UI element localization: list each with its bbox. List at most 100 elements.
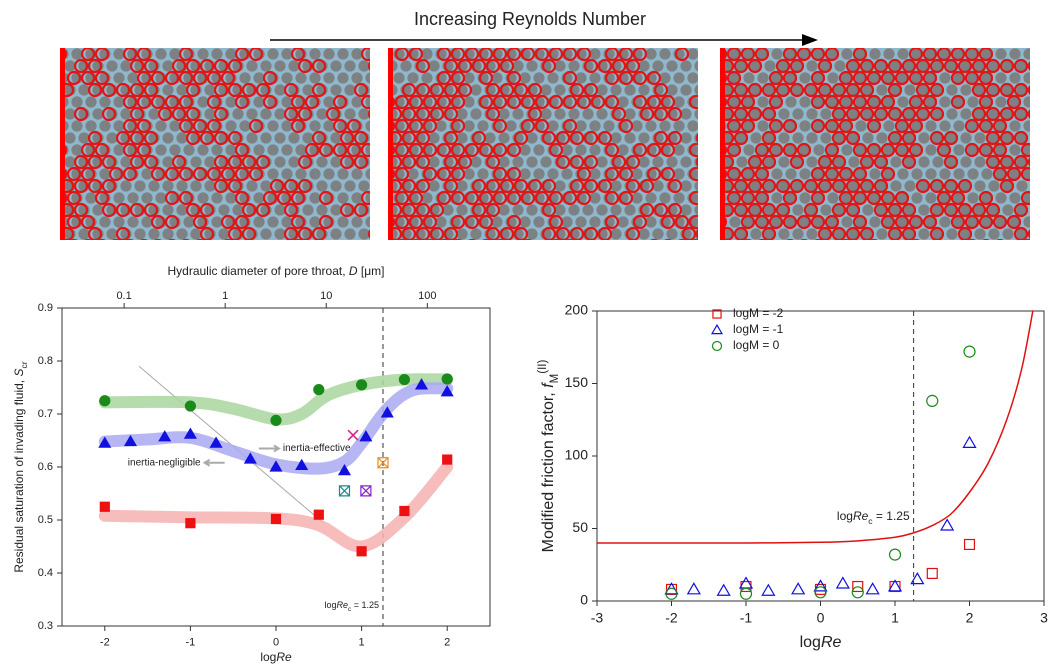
- invaded-pore: [346, 142, 362, 158]
- invaded-pore: [227, 82, 243, 98]
- invaded-pore: [150, 214, 166, 230]
- invaded-pore: [150, 94, 166, 110]
- invaded-pore: [394, 214, 410, 230]
- invaded-pore: [831, 202, 847, 218]
- invaded-pore: [60, 184, 61, 188]
- invaded-pore: [234, 142, 250, 158]
- y-tick-label: 0.6: [38, 461, 53, 473]
- invaded-pore: [929, 106, 945, 122]
- invaded-pore: [604, 94, 620, 110]
- invaded-pore: [754, 190, 770, 206]
- invaded-pore: [733, 130, 749, 146]
- invaded-pore: [206, 166, 222, 182]
- plot-frame: [596, 310, 1045, 602]
- inlet: [388, 48, 393, 240]
- invaded-pore: [115, 226, 131, 240]
- invaded-pore: [140, 238, 148, 240]
- invaded-pore: [234, 48, 250, 62]
- invaded-pore: [768, 118, 784, 134]
- invaded-pore: [234, 94, 250, 110]
- invaded-pore: [604, 70, 620, 86]
- invaded-pore: [1027, 84, 1030, 96]
- point: [851, 586, 864, 599]
- invaded-pore: [740, 214, 756, 230]
- invaded-pore: [485, 154, 501, 170]
- invaded-pore: [499, 226, 515, 240]
- invaded-pore: [122, 48, 138, 62]
- invaded-pore: [485, 202, 501, 218]
- trend-band: [98, 382, 454, 475]
- invaded-pore: [740, 190, 756, 206]
- invaded-pore: [464, 190, 480, 206]
- invaded-pore: [704, 48, 716, 60]
- label-part: (II): [537, 360, 549, 374]
- invaded-pore: [283, 82, 299, 98]
- invaded-pore: [98, 238, 106, 240]
- invaded-pore: [852, 70, 868, 86]
- invaded-pore: [747, 58, 763, 74]
- invaded-pore: [80, 166, 96, 182]
- invaded-pore: [726, 118, 742, 134]
- invaded-pore: [136, 118, 152, 134]
- invaded-pore: [894, 214, 910, 230]
- invaded-pore: [978, 190, 994, 206]
- label-part: c: [348, 606, 352, 613]
- invaded-pore: [768, 214, 784, 230]
- invaded-pore: [866, 94, 882, 110]
- invaded-pore: [950, 190, 966, 206]
- invaded-pore: [720, 142, 728, 158]
- invaded-pore: [388, 238, 392, 240]
- invaded-pore: [817, 154, 833, 170]
- invaded-pore: [213, 58, 229, 74]
- invaded-pore: [94, 190, 110, 206]
- invaded-pore: [143, 130, 159, 146]
- invaded-pore: [388, 64, 389, 68]
- invaded-pore: [492, 190, 508, 206]
- legend-label: logM = -1: [733, 322, 784, 336]
- invaded-pore: [999, 178, 1015, 194]
- label-part: = 1.25: [351, 600, 379, 610]
- invaded-pore: [492, 48, 508, 62]
- invaded-pore: [471, 130, 487, 146]
- invaded-pore: [901, 202, 917, 218]
- invaded-pore: [311, 130, 327, 146]
- invaded-pore: [880, 190, 896, 206]
- label-part: D: [349, 264, 358, 278]
- invaded-pore: [401, 154, 417, 170]
- invaded-pore: [824, 214, 840, 230]
- invaded-pore: [870, 238, 878, 240]
- point: [356, 546, 367, 557]
- invaded-pore: [726, 142, 742, 158]
- point: [269, 460, 283, 472]
- invaded-pore: [66, 70, 82, 86]
- invaded-pore: [992, 142, 1008, 158]
- invaded-pore: [297, 154, 313, 170]
- invaded-pore: [957, 202, 973, 218]
- invaded-pore: [761, 226, 777, 240]
- invaded-pore: [506, 214, 522, 230]
- point: [813, 579, 828, 592]
- invaded-pore: [674, 214, 690, 230]
- invaded-pore: [66, 214, 82, 230]
- invaded-pore: [471, 58, 487, 74]
- invaded-pore: [101, 82, 117, 98]
- invaded-pore: [887, 58, 903, 74]
- invaded-pore: [401, 106, 417, 122]
- x-tick-label: -3: [591, 610, 604, 626]
- invaded-pore: [332, 118, 348, 134]
- invaded-pore: [660, 94, 676, 110]
- invaded-pore: [457, 58, 473, 74]
- invaded-pore: [922, 48, 938, 62]
- invaded-pore: [1013, 82, 1029, 98]
- invaded-pore: [178, 70, 194, 86]
- fit-curve: [596, 310, 1034, 544]
- invaded-pore: [87, 130, 103, 146]
- invaded-pore: [880, 94, 896, 110]
- x-tick-label: 3: [1040, 610, 1048, 626]
- invaded-pore: [688, 166, 698, 182]
- invaded-pore: [1027, 60, 1030, 72]
- invaded-pore: [388, 118, 396, 134]
- point: [442, 454, 453, 465]
- y-tick-label: 0.3: [38, 620, 53, 632]
- x2-tick-label: 10: [320, 290, 332, 302]
